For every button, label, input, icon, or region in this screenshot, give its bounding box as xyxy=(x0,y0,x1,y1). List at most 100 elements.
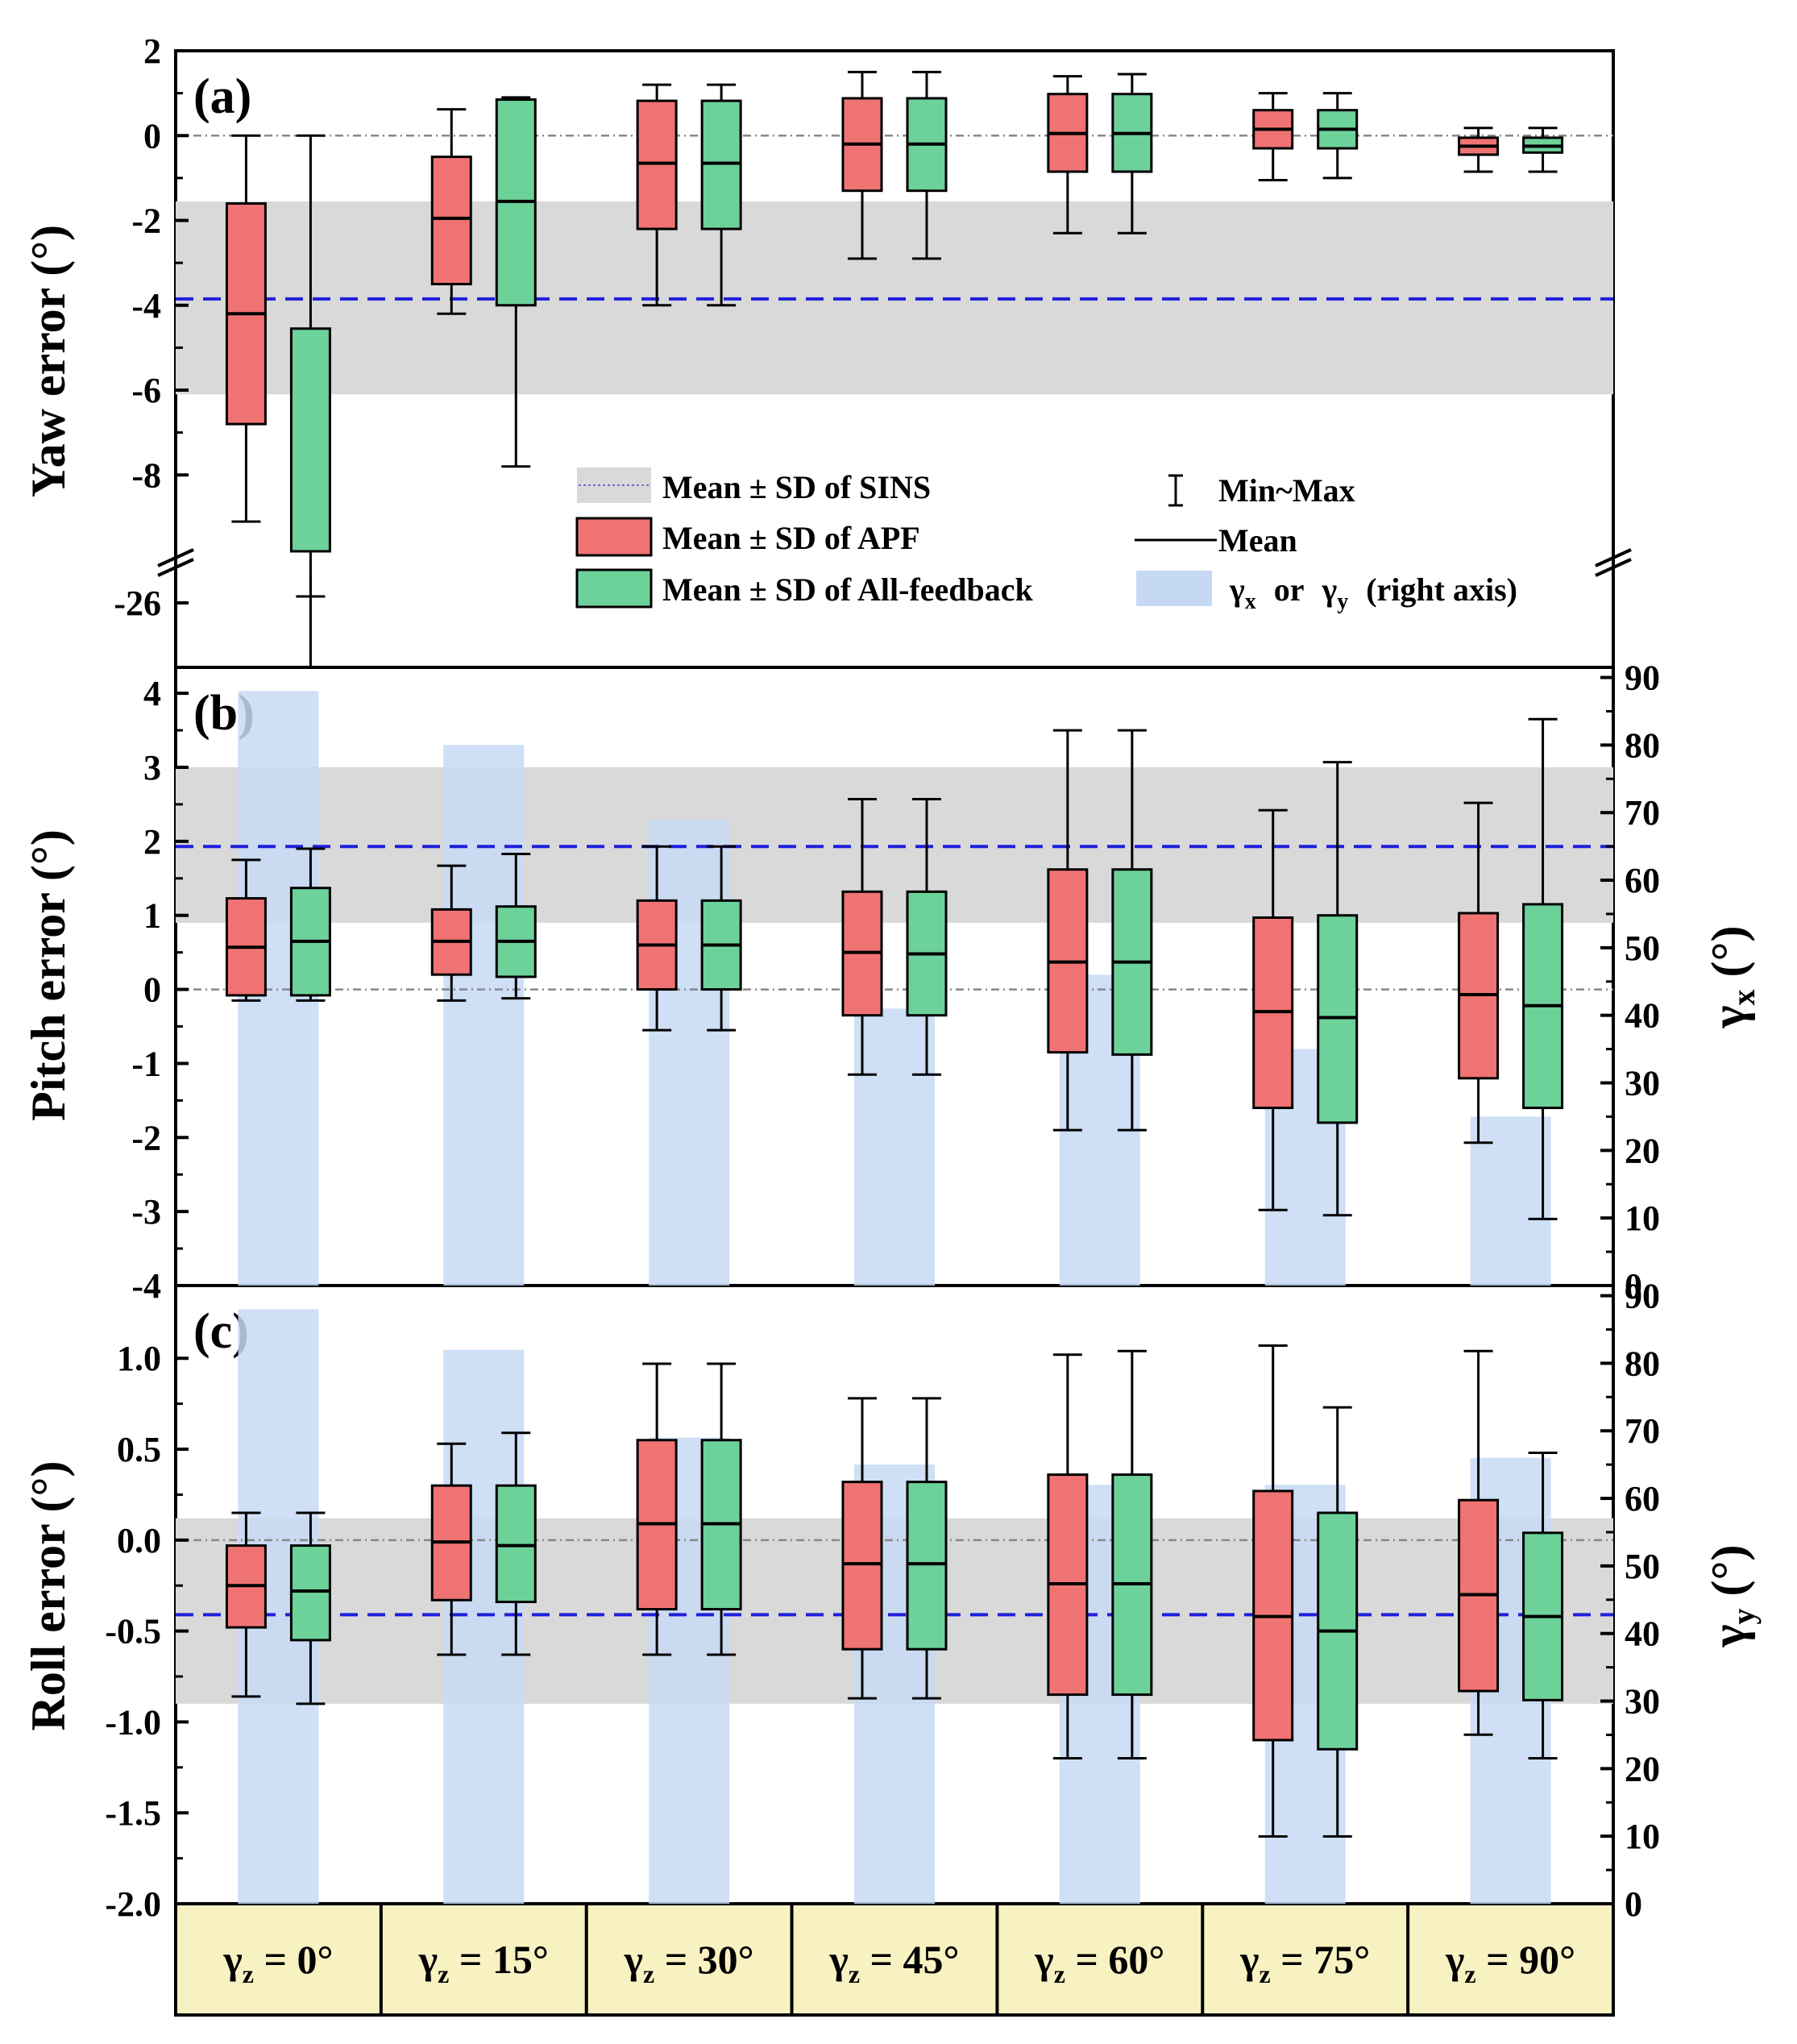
right-axis-tick-label: 10 xyxy=(1625,1817,1660,1856)
category-gamma-subscript: z xyxy=(849,1959,860,1988)
chart-marks: 20-2-4-6-8010203040506070809043210-1-2-3… xyxy=(105,31,1660,1924)
right-axis-tick-label: 70 xyxy=(1625,1411,1660,1451)
category-gamma-subscript: z xyxy=(1260,1959,1271,1988)
category-gamma-symbol: γ xyxy=(1445,1937,1464,1982)
left-axis-tick-label: 3 xyxy=(143,748,161,787)
right-axis-tick-label: 0 xyxy=(1625,1884,1642,1924)
category-cells: γz = 0° γz = 15° γz = 30° γz = 45° γz = 60° γ… xyxy=(222,1904,1575,2015)
right-axis-tick-label: 80 xyxy=(1625,1344,1660,1383)
gamma-y-symbol: γ xyxy=(1702,1624,1755,1647)
apf-box xyxy=(636,99,678,231)
category-gamma-symbol: γ xyxy=(624,1937,643,1982)
legend-allfb-swatch xyxy=(575,568,653,609)
gamma-bar xyxy=(443,1349,525,1904)
allfb-box xyxy=(906,1481,948,1651)
category-label: γz = 75° xyxy=(1239,1937,1370,1988)
category-angle-value: = 15° xyxy=(449,1937,549,1982)
legend-or: or xyxy=(1274,571,1305,608)
panel-b-clipped xyxy=(176,691,1613,1286)
left-axis-tick-label: -1.0 xyxy=(105,1702,161,1742)
gamma-x-symbol: γ xyxy=(1702,1005,1755,1028)
category-gamma-symbol: γ xyxy=(1239,1937,1259,1982)
left-axis-tick-label: -8 xyxy=(131,455,161,495)
legend: Mean ± SD of SINS Mean ± SD of APF Mean … xyxy=(575,467,1517,614)
left-axis-tick-label: 2 xyxy=(143,31,161,71)
apf-box xyxy=(430,156,472,285)
right-axis-tick-label: 70 xyxy=(1625,793,1660,833)
legend-gamma-x-sub: x xyxy=(1245,589,1256,614)
legend-mean-text: Mean xyxy=(1218,522,1297,559)
allfb-box xyxy=(289,327,331,553)
legend-apf-swatch xyxy=(575,517,653,557)
right-axis-tick-label: 30 xyxy=(1625,1682,1660,1722)
category-angle-value: = 90° xyxy=(1476,1937,1576,1982)
legend-gamma-text: γx or γy (right axis) xyxy=(1229,571,1517,614)
category-label: γz = 90° xyxy=(1445,1937,1575,1988)
category-gamma-subscript: z xyxy=(438,1959,449,1988)
gamma-bar xyxy=(854,1008,935,1286)
legend-sins-text: Mean ± SD of SINS xyxy=(662,469,931,505)
category-gamma-symbol: γ xyxy=(828,1937,848,1982)
apf-box xyxy=(841,1481,883,1651)
right-axis-tick-label: 50 xyxy=(1625,1547,1660,1586)
left-axis-tick-label: -4 xyxy=(131,286,161,326)
category-label: γz = 0° xyxy=(222,1937,333,1988)
left-axis-tick-label: 0 xyxy=(143,970,161,1010)
category-angle-value: = 45° xyxy=(860,1937,960,1982)
category-gamma-subscript: z xyxy=(643,1959,654,1988)
panel-c-clipped xyxy=(176,1309,1613,1904)
left-axis-tick-label: -2 xyxy=(131,1118,161,1157)
category-strip-bg xyxy=(174,1902,1615,2017)
left-axis-tick-label: -6 xyxy=(131,371,161,410)
left-axis-tick-label: -0.5 xyxy=(105,1612,161,1651)
right-axis-tick-label: 10 xyxy=(1625,1199,1660,1238)
legend-minmax-text: Min~Max xyxy=(1218,472,1355,509)
category-gamma-subscript: z xyxy=(243,1959,254,1988)
category-gamma-symbol: γ xyxy=(222,1937,242,1982)
axis-break-mark-left-1 xyxy=(157,548,194,567)
category-gamma-subscript: z xyxy=(1054,1959,1065,1988)
right-axis-tick-label: 30 xyxy=(1625,1064,1660,1103)
category-angle-value: = 60° xyxy=(1065,1937,1165,1982)
gamma-x-subscript: x xyxy=(1725,989,1762,1005)
category-label: γz = 45° xyxy=(828,1937,959,1988)
panel-c-right-ylabel: γy (°) xyxy=(1702,1544,1762,1647)
panel-b-ylabel: Pitch error (°) xyxy=(22,829,75,1121)
right-axis-tick-label: 90 xyxy=(1625,658,1660,698)
right-axis-tick-label: 20 xyxy=(1625,1131,1660,1170)
left-axis-tick-label: 1 xyxy=(143,896,161,936)
category-gamma-symbol: γ xyxy=(418,1937,438,1982)
axis-break-mark-right-1 xyxy=(1595,548,1632,567)
legend-gamma-swatch xyxy=(1136,571,1212,606)
left-axis-tick-label: 2 xyxy=(143,822,161,862)
gamma-bar xyxy=(1470,1116,1551,1286)
right-axis-tick-label: 60 xyxy=(1625,1479,1660,1518)
left-axis-tick-label: -2 xyxy=(131,201,161,241)
category-angle-value: = 0° xyxy=(254,1937,334,1982)
left-axis-tick-label: -4 xyxy=(131,1266,161,1306)
legend-minmax-icon xyxy=(1168,474,1183,507)
category-label: γz = 30° xyxy=(624,1937,754,1988)
legend-gamma-x-sym: γ xyxy=(1229,571,1245,608)
category-angle-value: = 75° xyxy=(1271,1937,1371,1982)
category-angle-value: = 30° xyxy=(654,1937,754,1982)
panel-a-ylabel: Yaw error (°) xyxy=(22,225,75,497)
gamma-x-unit: (°) xyxy=(1702,925,1755,989)
right-axis-tick-label: 60 xyxy=(1625,861,1660,900)
legend-right-axis: (right axis) xyxy=(1366,571,1517,608)
panel-a-clipped xyxy=(176,70,1613,667)
left-axis-tick-label: 1.0 xyxy=(117,1339,161,1378)
gamma-y-unit: (°) xyxy=(1702,1544,1755,1608)
left-axis-tick-label: -3 xyxy=(131,1192,161,1232)
panel-c-ylabel: Roll error (°) xyxy=(22,1461,75,1731)
left-axis-tick-label: -1.5 xyxy=(105,1793,161,1833)
gamma-y-subscript: y xyxy=(1725,1608,1762,1624)
panel-c-marks: 0 10 20 30 40 50 60 70 80 90 1.0 0.5 0.0 -0.5 -1.0 -1.5… xyxy=(105,1277,1660,1924)
left-axis-tick-label: 4 xyxy=(143,674,161,713)
panel-b-right-ylabel: γx (°) xyxy=(1702,925,1762,1028)
right-axis-tick-label: 90 xyxy=(1625,1277,1660,1316)
axis-break-mark-left-2 xyxy=(157,558,194,577)
axis-break-mark-right-2 xyxy=(1595,558,1632,577)
panel-a-axis-break xyxy=(157,548,1632,577)
